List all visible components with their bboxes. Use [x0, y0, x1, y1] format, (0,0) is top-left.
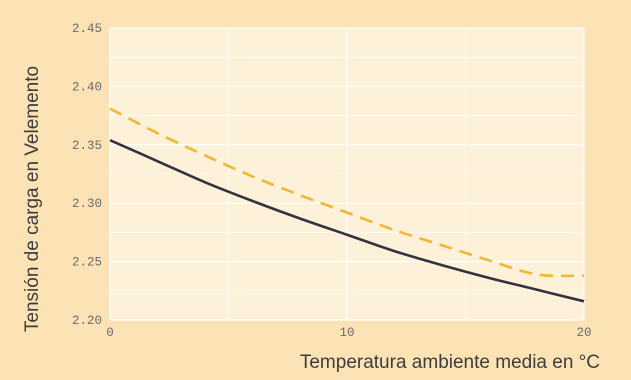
y-tick-label: 2.25 — [72, 256, 102, 270]
x-axis-label: Temperatura ambiente media en °C — [300, 352, 600, 373]
x-tick-label: 10 — [339, 326, 354, 340]
series-line-2 — [109, 107, 585, 278]
y-tick-label: 2.20 — [72, 314, 102, 328]
y-axis-ticks: 2.20 2.25 2.30 2.35 2.40 2.45 — [72, 22, 102, 328]
x-tick-label: 20 — [576, 326, 591, 340]
y-tick-label: 2.45 — [72, 22, 102, 36]
x-axis-ticks: 0 10 20 — [106, 326, 591, 340]
series-line-1 — [109, 138, 585, 303]
y-tick-label: 2.40 — [72, 80, 102, 94]
x-tick-label: 0 — [106, 326, 114, 340]
y-axis-label: Tensión de carga en Velemento — [22, 66, 43, 332]
y-tick-label: 2.35 — [72, 139, 102, 153]
series-lines — [109, 107, 585, 303]
y-tick-label: 2.30 — [72, 197, 102, 211]
